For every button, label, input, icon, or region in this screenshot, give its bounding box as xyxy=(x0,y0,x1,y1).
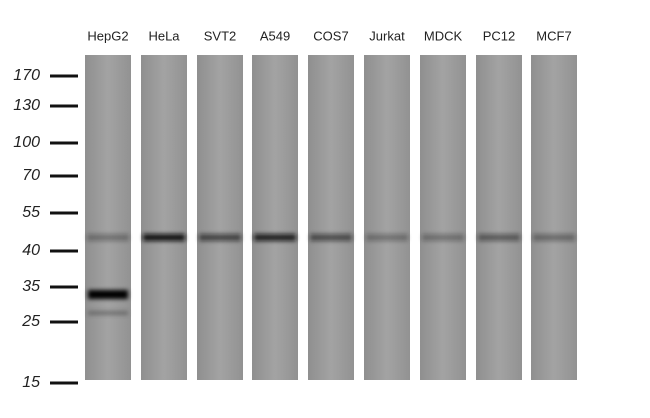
band xyxy=(533,234,575,241)
lane-label: A549 xyxy=(260,28,290,43)
band xyxy=(310,234,352,241)
marker-label: 55 xyxy=(22,204,40,221)
lane xyxy=(476,55,522,380)
lane-label: MCF7 xyxy=(536,28,571,43)
band xyxy=(422,234,464,241)
band xyxy=(87,234,129,241)
marker-label: 15 xyxy=(22,374,40,391)
marker-label: 70 xyxy=(22,167,40,184)
lane-label: Jurkat xyxy=(369,28,405,43)
marker-label: 25 xyxy=(21,313,40,330)
marker-label: 170 xyxy=(13,67,40,84)
lane xyxy=(197,55,243,380)
lane-label: PC12 xyxy=(483,28,516,43)
band xyxy=(366,234,408,241)
band xyxy=(478,234,520,241)
lane xyxy=(531,55,577,380)
band xyxy=(199,234,241,241)
lane xyxy=(85,55,131,380)
marker-label: 35 xyxy=(22,278,40,295)
lane-label: COS7 xyxy=(313,28,348,43)
band xyxy=(254,234,296,241)
band xyxy=(88,290,128,299)
lane xyxy=(420,55,466,380)
band xyxy=(88,311,128,315)
lane-label: MDCK xyxy=(424,28,463,43)
marker-label: 40 xyxy=(22,242,40,259)
marker-label: 130 xyxy=(13,97,40,114)
lane-label: HeLa xyxy=(148,28,180,43)
band xyxy=(143,234,185,241)
lane-label: HepG2 xyxy=(87,28,128,43)
lane xyxy=(364,55,410,380)
lane-label: SVT2 xyxy=(204,28,237,43)
lane xyxy=(308,55,354,380)
lane xyxy=(252,55,298,380)
marker-label: 100 xyxy=(13,134,40,151)
lane xyxy=(141,55,187,380)
